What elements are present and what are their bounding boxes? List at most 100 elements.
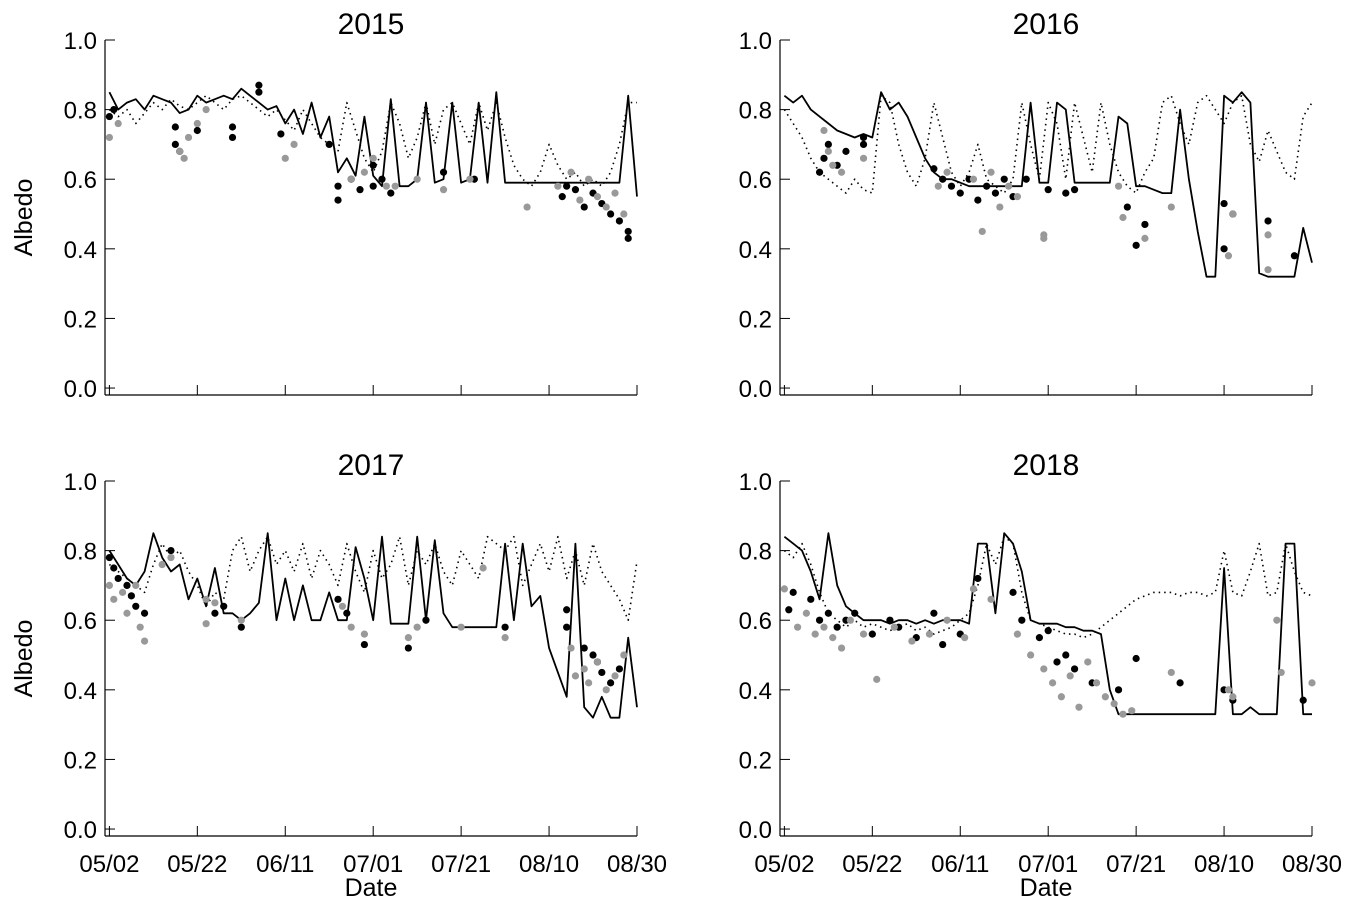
data-point xyxy=(886,616,894,624)
data-point xyxy=(202,106,210,114)
data-point xyxy=(1053,658,1061,666)
y-tick-label: 0.0 xyxy=(739,376,772,403)
y-tick-label: 0.6 xyxy=(739,608,772,635)
y-tick-label: 0.4 xyxy=(739,237,772,264)
panel-title: 2016 xyxy=(1013,8,1080,41)
data-point xyxy=(563,606,571,614)
data-point xyxy=(277,130,285,138)
data-point xyxy=(842,147,850,155)
data-point xyxy=(439,168,448,176)
y-tick-label: 0.8 xyxy=(739,539,772,566)
y-tick-label: 0.2 xyxy=(739,306,772,333)
data-point xyxy=(1009,588,1017,596)
data-point xyxy=(171,140,179,149)
data-point xyxy=(607,679,615,687)
data-point xyxy=(934,182,942,190)
y-axis-label: Albedo xyxy=(10,179,38,257)
data-point xyxy=(815,168,824,176)
data-point xyxy=(811,630,819,638)
data-point xyxy=(611,189,619,197)
data-point xyxy=(1062,189,1070,197)
data-point xyxy=(127,592,135,600)
data-point xyxy=(1092,679,1101,687)
data-point xyxy=(193,126,201,135)
data-point xyxy=(378,175,386,183)
x-tick-label: 07/21 xyxy=(431,851,491,878)
data-point xyxy=(1176,679,1184,687)
data-point xyxy=(807,595,815,603)
data-point xyxy=(123,581,131,590)
data-point xyxy=(873,675,881,683)
data-point xyxy=(114,119,122,128)
data-point xyxy=(132,581,140,590)
x-tick-label: 06/11 xyxy=(256,851,314,878)
data-point xyxy=(140,637,149,645)
data-point xyxy=(1114,182,1123,190)
data-point xyxy=(1013,193,1022,201)
data-point xyxy=(978,227,986,236)
dotted-line xyxy=(783,535,1313,639)
y-tick-label: 1.0 xyxy=(739,28,772,55)
data-point xyxy=(193,119,201,128)
data-point xyxy=(1128,707,1136,715)
data-point xyxy=(501,634,509,642)
data-point xyxy=(611,672,619,680)
dotted-line xyxy=(783,94,1313,194)
solid-line xyxy=(783,532,1312,716)
data-point xyxy=(829,634,837,642)
data-point xyxy=(925,630,934,638)
data-point xyxy=(593,658,602,666)
data-point xyxy=(969,585,978,593)
y-tick-label: 0.4 xyxy=(739,678,772,705)
data-point xyxy=(1040,665,1048,673)
data-point xyxy=(1044,627,1052,635)
data-point xyxy=(1299,696,1307,704)
data-point xyxy=(167,547,175,555)
data-point xyxy=(833,623,841,631)
data-point xyxy=(211,599,219,607)
panel-title: 2015 xyxy=(338,8,405,41)
y-tick-label: 0.2 xyxy=(64,306,97,333)
data-point xyxy=(793,623,802,631)
data-point xyxy=(180,154,188,162)
data-point xyxy=(184,133,193,142)
data-point xyxy=(868,630,876,638)
data-point xyxy=(1132,241,1140,249)
data-point xyxy=(1075,703,1083,711)
data-point xyxy=(255,88,263,96)
data-point xyxy=(1264,266,1272,274)
data-point xyxy=(829,161,837,169)
y-tick-label: 0.8 xyxy=(739,98,772,125)
data-point xyxy=(802,609,810,617)
data-point xyxy=(136,623,144,631)
data-point xyxy=(281,154,289,162)
data-point xyxy=(457,623,465,631)
data-point xyxy=(824,140,832,149)
data-point xyxy=(1224,252,1233,260)
solid-line xyxy=(108,87,638,197)
y-tick-label: 1.0 xyxy=(64,28,97,55)
x-axis-label: Date xyxy=(1020,874,1073,902)
solid-line xyxy=(108,532,638,719)
data-point xyxy=(593,193,602,201)
data-point xyxy=(479,564,487,572)
data-point xyxy=(602,203,610,211)
x-tick-label: 08/30 xyxy=(1282,851,1342,878)
x-tick-label: 08/30 xyxy=(607,851,667,878)
data-point xyxy=(325,140,333,149)
y-tick-label: 0.0 xyxy=(739,817,772,844)
data-point xyxy=(859,140,868,149)
data-point xyxy=(851,609,859,617)
data-point xyxy=(158,560,166,569)
data-point xyxy=(598,668,606,677)
data-point xyxy=(1048,679,1057,687)
data-point xyxy=(837,168,846,176)
data-point xyxy=(961,634,969,642)
data-point xyxy=(176,147,184,155)
data-point xyxy=(974,574,982,583)
data-point xyxy=(422,616,430,624)
data-point xyxy=(1229,693,1237,701)
data-point xyxy=(930,165,938,173)
